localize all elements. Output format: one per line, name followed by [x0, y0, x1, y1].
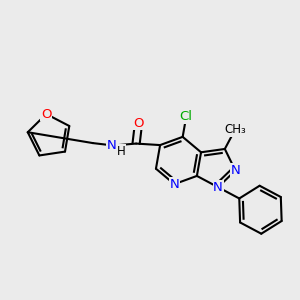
- Text: Cl: Cl: [180, 110, 193, 123]
- Text: H: H: [116, 145, 125, 158]
- Text: N: N: [107, 139, 117, 152]
- Text: O: O: [41, 107, 52, 121]
- Text: N: N: [213, 181, 223, 194]
- Text: CH₃: CH₃: [224, 123, 246, 136]
- Text: N: N: [230, 164, 240, 177]
- Text: N: N: [169, 178, 179, 190]
- Text: O: O: [133, 117, 144, 130]
